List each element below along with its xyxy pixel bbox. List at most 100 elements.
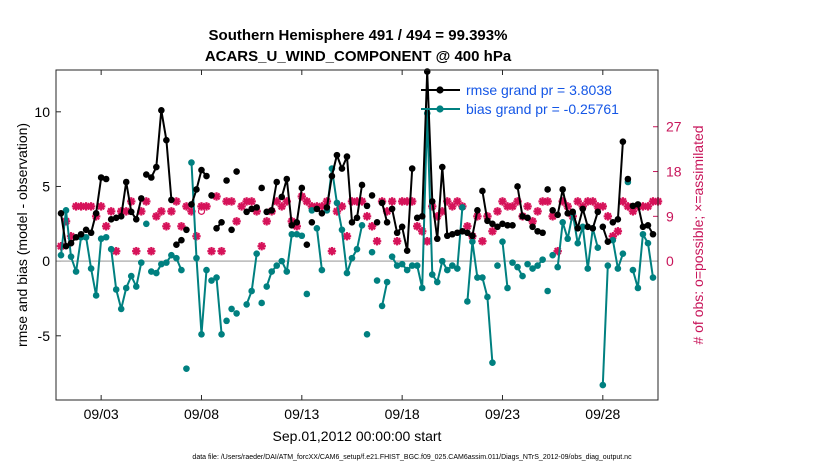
bias-point xyxy=(62,207,70,214)
bias-point xyxy=(479,274,486,281)
obs-marker xyxy=(167,207,176,216)
rmse-point xyxy=(554,211,561,219)
rmse-point xyxy=(649,230,657,238)
obs-marker xyxy=(342,232,352,241)
bias-point xyxy=(92,292,100,299)
bias-point xyxy=(433,278,441,286)
bias-point xyxy=(524,260,531,268)
rmse-point xyxy=(559,186,566,193)
rmse-point xyxy=(489,220,496,228)
bias-point xyxy=(574,239,582,247)
rmse-point xyxy=(599,223,607,231)
bias-point xyxy=(529,265,536,272)
rmse-point xyxy=(459,227,466,235)
rmse-point xyxy=(107,216,115,223)
rmse-point xyxy=(519,213,526,220)
bias-line xyxy=(190,162,208,336)
rmse-point xyxy=(393,229,401,237)
obs-marker xyxy=(463,222,472,231)
bias-point xyxy=(313,224,321,232)
x-tick-label: 09/28 xyxy=(585,406,620,422)
rmse-point xyxy=(469,232,476,240)
rmse-point xyxy=(298,184,306,192)
bias-point xyxy=(318,266,326,274)
rmse-point xyxy=(464,229,471,237)
bias-point xyxy=(494,262,501,269)
rmse-point xyxy=(148,174,155,181)
obs-marker xyxy=(337,202,347,211)
obs-marker xyxy=(392,237,402,246)
obs-marker xyxy=(96,202,106,211)
obs-marker xyxy=(362,212,372,221)
bias-point xyxy=(584,265,592,272)
rmse-point xyxy=(634,201,642,208)
rmse-point xyxy=(398,223,406,231)
rmse-point xyxy=(117,213,125,220)
bias-point xyxy=(393,262,401,269)
obs-marker xyxy=(418,227,427,236)
rmse-point xyxy=(373,219,381,226)
x-tick-label: 09/08 xyxy=(184,406,219,422)
bias-line xyxy=(501,241,509,289)
bias-line xyxy=(381,281,389,307)
bias-point xyxy=(263,283,271,290)
bias-point xyxy=(293,230,301,238)
footer-data-file: data file: /Users/raeder/DAI/ATM_forcXX/… xyxy=(192,454,632,461)
bias-point xyxy=(459,204,466,211)
bias-point xyxy=(514,263,521,271)
rmse-point xyxy=(564,210,571,217)
bias-point xyxy=(358,221,366,229)
rmse-point xyxy=(228,226,235,234)
obs-marker xyxy=(543,197,552,206)
rmse-point xyxy=(378,199,386,207)
obs-marker xyxy=(232,217,241,226)
rmse-point xyxy=(454,229,461,237)
bias-point xyxy=(67,253,75,260)
obs-marker xyxy=(237,202,246,211)
rmse-point xyxy=(449,230,456,238)
rmse-point xyxy=(92,210,100,217)
legend: rmse grand pr = 3.8038 bias grand pr = -… xyxy=(421,82,619,117)
rmse-point xyxy=(62,242,70,250)
bias-point xyxy=(127,272,135,280)
obs-marker xyxy=(367,222,377,231)
obs-marker xyxy=(207,246,216,256)
x-tick-label: 09/03 xyxy=(84,406,119,422)
obs-marker xyxy=(106,207,116,216)
obs-marker xyxy=(523,202,532,211)
bias-point xyxy=(559,219,566,226)
bias-point xyxy=(499,238,506,246)
rmse-point xyxy=(499,220,506,228)
bias-point xyxy=(153,269,160,277)
rmse-point xyxy=(268,207,276,214)
bias-point xyxy=(388,253,396,260)
bias-point xyxy=(353,245,361,253)
x-tick-label: 09/13 xyxy=(284,406,319,422)
bias-point xyxy=(403,266,411,274)
rmse-point xyxy=(524,214,531,222)
rmse-point xyxy=(504,221,511,229)
rmse-point xyxy=(67,239,75,247)
obs-marker xyxy=(147,246,156,256)
rmse-point xyxy=(173,241,180,249)
rmse-point xyxy=(594,208,602,216)
rmse-point xyxy=(233,168,240,175)
y-tick-label: -5 xyxy=(38,328,51,344)
obs-marker xyxy=(132,246,141,256)
rmse-point xyxy=(158,107,165,114)
chart-title-line-2: ACARS_U_WIND_COMPONENT @ 400 hPa xyxy=(205,48,512,65)
rmse-point xyxy=(629,202,637,210)
bias-point xyxy=(288,230,296,238)
legend-bias-marker xyxy=(436,105,444,113)
y-right-tick-label: 0 xyxy=(666,253,674,269)
rmse-point xyxy=(474,207,481,214)
rmse-point xyxy=(589,224,597,232)
bias-point xyxy=(489,359,496,366)
obs-marker xyxy=(372,237,382,246)
bias-point xyxy=(57,251,65,259)
rmse-point xyxy=(203,172,210,180)
rmse-point xyxy=(97,174,105,181)
rmse-point xyxy=(343,153,351,160)
rmse-point xyxy=(423,68,431,75)
